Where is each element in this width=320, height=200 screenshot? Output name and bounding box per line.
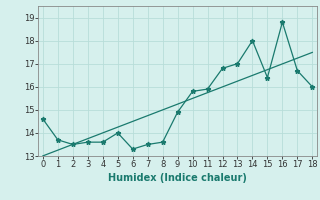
- X-axis label: Humidex (Indice chaleur): Humidex (Indice chaleur): [108, 173, 247, 183]
